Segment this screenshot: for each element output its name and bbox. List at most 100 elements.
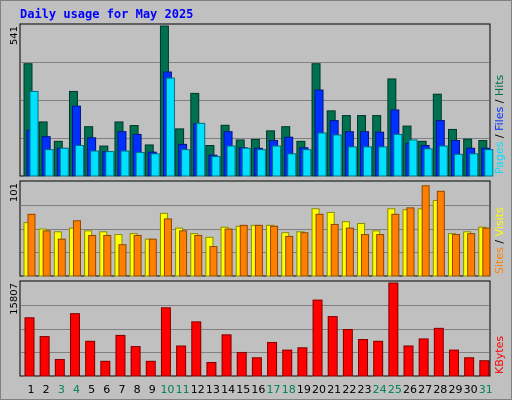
bar-pages-day-28: [438, 145, 448, 177]
bar-sites-day-19: [300, 232, 309, 277]
x-tick-day-3: 3: [58, 383, 65, 396]
bar-sites-day-14: [224, 228, 233, 277]
bar-pages-day-31: [484, 149, 494, 177]
legend-separator: /: [493, 96, 506, 107]
bar-pages-day-2: [44, 149, 54, 177]
legend-visits-sites: Sites / Visits: [493, 207, 506, 274]
bar-pages-day-21: [332, 134, 342, 177]
bar-sites-day-6: [103, 234, 112, 277]
bar-pages-day-15: [241, 147, 251, 177]
bar-pages-day-26: [408, 139, 418, 177]
bar-kbytes-day-24: [373, 340, 384, 377]
bar-sites-day-8: [133, 234, 142, 277]
bar-sites-day-11: [179, 230, 188, 277]
x-tick-day-5: 5: [88, 383, 95, 396]
bar-pages-day-24: [378, 146, 388, 177]
bar-sites-day-29: [451, 234, 460, 277]
x-tick-day-18: 18: [282, 383, 296, 396]
x-tick-day-30: 30: [464, 383, 478, 396]
bar-pages-day-20: [317, 132, 327, 177]
legend-sites: Sites: [493, 247, 506, 274]
bar-kbytes-day-17: [267, 341, 278, 377]
x-tick-day-31: 31: [479, 383, 493, 396]
x-tick-day-20: 20: [312, 383, 326, 396]
x-tick-day-24: 24: [373, 383, 387, 396]
x-tick-day-29: 29: [448, 383, 462, 396]
bar-kbytes-day-2: [39, 336, 50, 377]
bar-kbytes-day-27: [418, 338, 429, 377]
bar-kbytes-day-12: [191, 321, 202, 377]
legend-pages-files-hits: Pages / Files / Hits: [493, 74, 506, 174]
x-tick-day-14: 14: [221, 383, 235, 396]
bar-kbytes-day-1: [24, 317, 35, 377]
bar-kbytes-day-20: [312, 299, 323, 377]
legend-visits: Visits: [493, 207, 506, 236]
x-tick-day-7: 7: [118, 383, 125, 396]
bar-kbytes-day-11: [176, 345, 187, 377]
bar-sites-day-17: [270, 225, 279, 277]
y-max-label: 541: [9, 26, 20, 45]
bar-sites-day-3: [57, 238, 66, 277]
bar-pages-day-12: [196, 122, 206, 177]
bar-pages-day-14: [226, 145, 236, 177]
x-tick-day-15: 15: [236, 383, 250, 396]
y-max-label: 15807: [9, 283, 20, 315]
bar-sites-day-9: [148, 238, 157, 277]
x-tick-day-10: 10: [160, 383, 174, 396]
y-max-label: 101: [9, 183, 20, 202]
bar-pages-day-22: [347, 146, 357, 177]
x-tick-day-12: 12: [191, 383, 205, 396]
bar-pages-day-30: [469, 153, 479, 177]
bar-pages-day-25: [393, 133, 403, 177]
bar-kbytes-day-9: [145, 360, 156, 377]
x-tick-day-11: 11: [176, 383, 190, 396]
bar-kbytes-day-16: [251, 357, 262, 377]
chart-title: Daily usage for May 2025: [20, 7, 194, 21]
legend-separator: /: [493, 236, 506, 247]
bar-sites-day-21: [330, 223, 339, 277]
bar-pages-day-19: [302, 149, 312, 177]
x-tick-day-17: 17: [267, 383, 281, 396]
bar-sites-day-2: [42, 230, 51, 277]
bar-sites-day-23: [361, 234, 370, 277]
bar-kbytes-day-3: [54, 359, 65, 377]
x-tick-day-25: 25: [388, 383, 402, 396]
legend-kbytes: KBytes: [493, 336, 506, 374]
bar-sites-day-25: [391, 213, 400, 277]
x-tick-day-1: 1: [28, 383, 35, 396]
x-tick-day-2: 2: [43, 383, 50, 396]
x-tick-day-9: 9: [149, 383, 156, 396]
bar-sites-day-26: [406, 207, 415, 277]
bar-kbytes-day-6: [100, 360, 111, 377]
bar-sites-day-13: [209, 246, 218, 277]
bar-pages-day-8: [135, 151, 145, 177]
bar-sites-day-1: [27, 213, 36, 277]
x-tick-day-22: 22: [342, 383, 356, 396]
bar-pages-day-17: [272, 145, 282, 177]
legend-pages: Pages: [493, 141, 506, 174]
legend-kbytes: KBytes: [493, 336, 506, 374]
bar-kbytes-day-13: [206, 361, 217, 377]
x-tick-day-13: 13: [206, 383, 220, 396]
bar-sites-day-28: [436, 190, 445, 277]
bar-sites-day-31: [482, 227, 491, 277]
bar-sites-day-27: [421, 185, 430, 277]
bar-kbytes-day-4: [69, 313, 80, 377]
bar-kbytes-day-23: [358, 339, 369, 377]
bar-sites-day-15: [239, 224, 248, 277]
bar-pages-day-27: [423, 148, 433, 177]
bar-pages-day-6: [105, 151, 115, 177]
bar-kbytes-day-5: [85, 340, 96, 377]
bar-pages-day-9: [150, 153, 160, 177]
bar-sites-day-30: [467, 233, 476, 277]
x-tick-day-6: 6: [103, 383, 110, 396]
x-tick-day-8: 8: [134, 383, 141, 396]
bar-sites-day-24: [376, 234, 385, 277]
bar-pages-day-3: [59, 147, 69, 177]
x-tick-day-4: 4: [73, 383, 80, 396]
bar-kbytes-day-30: [464, 357, 475, 377]
bar-sites-day-5: [88, 234, 97, 277]
bar-sites-day-12: [194, 234, 203, 277]
bar-pages-day-16: [256, 149, 266, 177]
